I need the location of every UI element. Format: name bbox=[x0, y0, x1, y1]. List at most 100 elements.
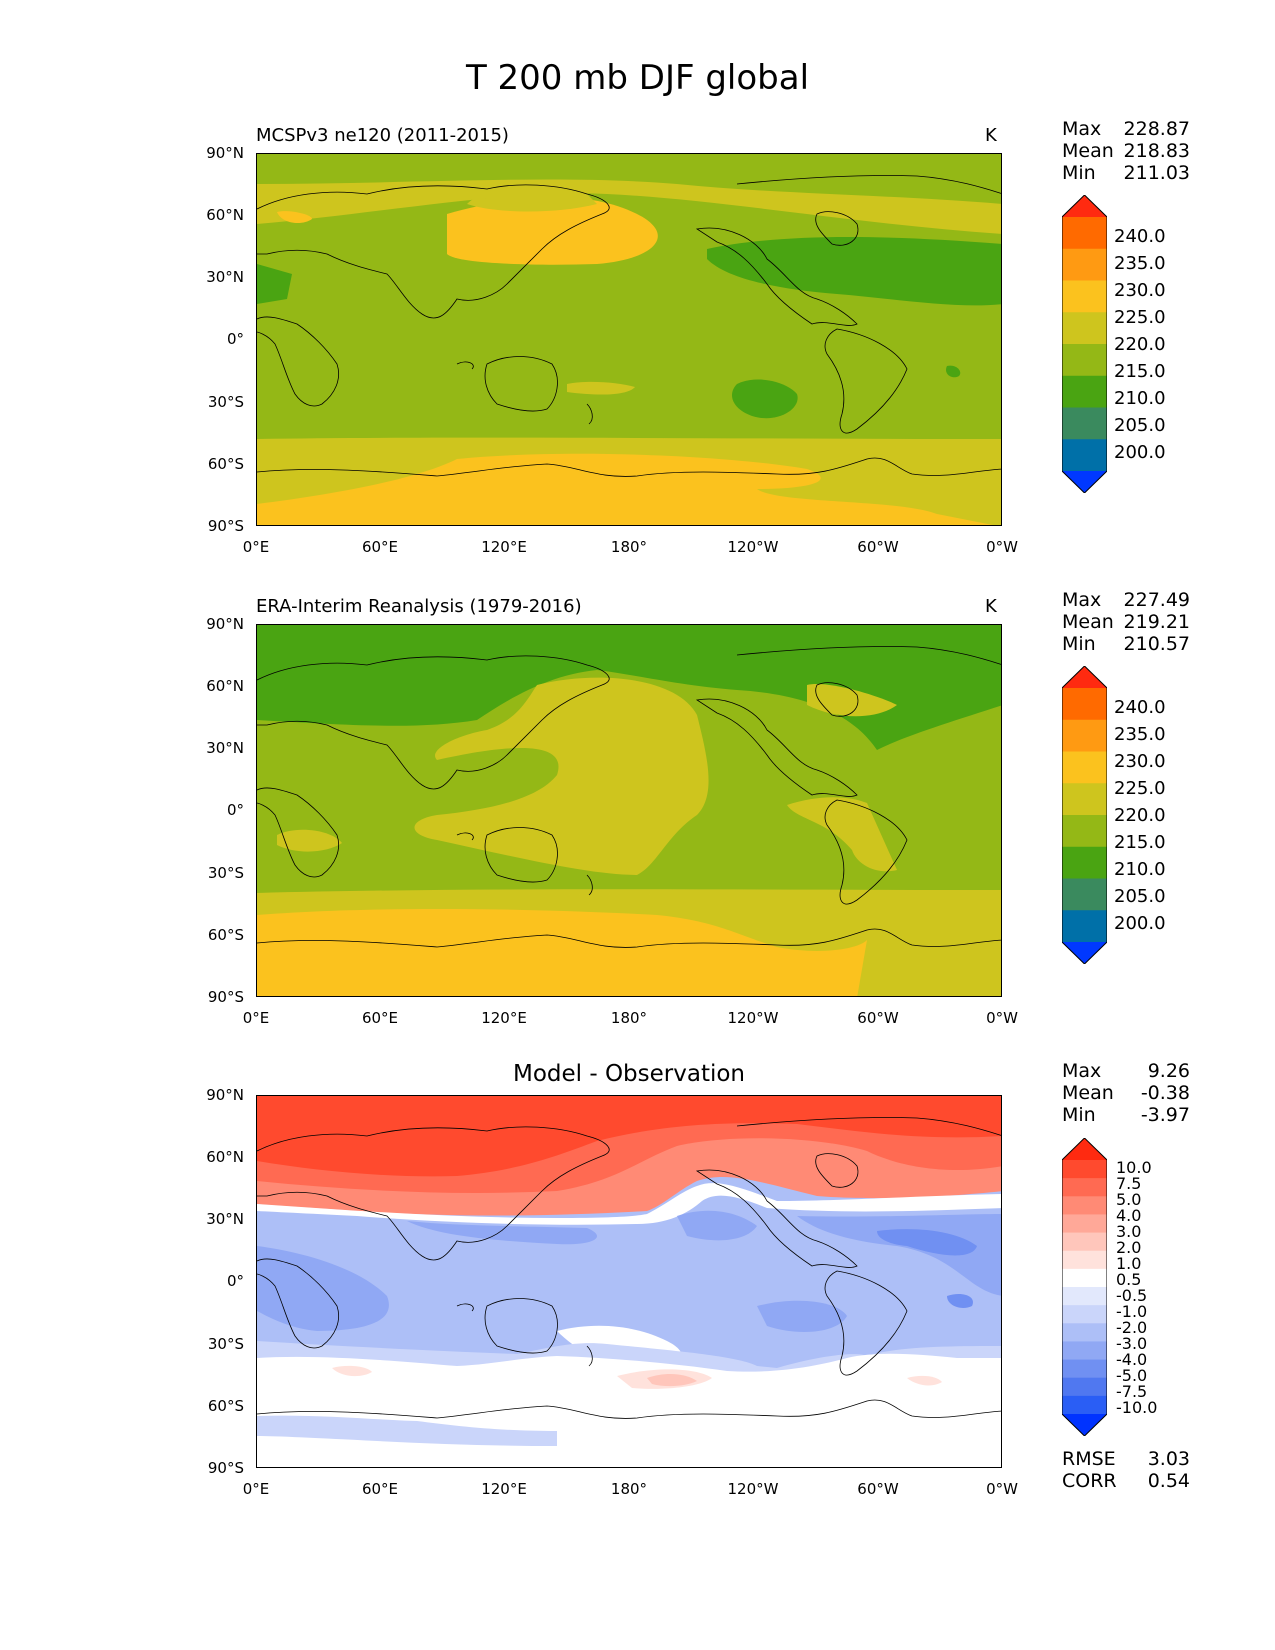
coastline-outlines bbox=[257, 1117, 1001, 1419]
colorbar-swatch bbox=[1062, 344, 1107, 377]
metric-label: RMSE bbox=[1062, 1448, 1116, 1470]
colorbar-label: 215.0 bbox=[1114, 832, 1166, 853]
colorbar-label: 1.0 bbox=[1116, 1254, 1142, 1273]
lon-tick-label: 0°E bbox=[242, 1009, 270, 1027]
lon-tick-label: 0°W bbox=[986, 1480, 1018, 1498]
lat-tick-label: 30°N bbox=[206, 739, 244, 757]
colorbar-swatch bbox=[1062, 688, 1107, 721]
stat-value: 228.87 bbox=[1123, 118, 1190, 140]
stat-value: 211.03 bbox=[1123, 162, 1190, 184]
panel1-colorbar: 240.0 235.0 230.0 225.0 220.0 215.0 210.… bbox=[1061, 194, 1166, 497]
lon-tick-label: 60°E bbox=[361, 1009, 399, 1027]
panel1-stats: Max 228.87 Mean 218.83 Min 211.03 bbox=[1062, 118, 1190, 184]
coastline-outlines bbox=[257, 646, 1001, 948]
colorbar-swatches bbox=[1061, 1137, 1108, 1437]
panel3-metrics: RMSE 3.03 CORR 0.54 bbox=[1062, 1448, 1190, 1492]
colorbar-label: 10.0 bbox=[1116, 1158, 1152, 1177]
panel2-units: K bbox=[985, 596, 997, 617]
colorbar-swatch bbox=[1062, 1160, 1107, 1179]
lon-tick-label: 0°W bbox=[986, 538, 1018, 556]
colorbar-swatch bbox=[1062, 217, 1107, 250]
lon-tick-label: 120°E bbox=[481, 538, 527, 556]
colorbar-label: 235.0 bbox=[1114, 724, 1166, 745]
lon-tick-label: 0°E bbox=[242, 538, 270, 556]
colorbar-label: 230.0 bbox=[1114, 280, 1166, 301]
stat-value: 9.26 bbox=[1147, 1060, 1190, 1082]
panel1-title: MCSPv3 ne120 (2011-2015) bbox=[256, 125, 509, 146]
colorbar-swatch bbox=[1062, 1232, 1107, 1252]
panel2-colorbar: 240.0 235.0 230.0 225.0 220.0 215.0 210.… bbox=[1061, 665, 1166, 968]
panel1-units: K bbox=[985, 125, 997, 146]
colorbar-swatch bbox=[1062, 878, 1107, 911]
stat-label: Max bbox=[1062, 1060, 1102, 1082]
lat-tick-label: 30°S bbox=[207, 864, 244, 882]
stat-label: Mean bbox=[1062, 1082, 1114, 1104]
lon-tick-label: 120°E bbox=[481, 1480, 527, 1498]
lat-tick-label: 60°N bbox=[206, 1148, 244, 1166]
colorbar-label: -1.0 bbox=[1116, 1302, 1148, 1321]
colorbar-label: 240.0 bbox=[1114, 226, 1166, 247]
lon-tick-label: 180° bbox=[610, 1480, 648, 1498]
stat-label: Max bbox=[1062, 118, 1102, 140]
lat-tick-label: 30°N bbox=[206, 1210, 244, 1228]
lon-tick-label: 120°E bbox=[481, 1009, 527, 1027]
colorbar-label: 220.0 bbox=[1114, 805, 1166, 826]
colorbar-label: 225.0 bbox=[1114, 778, 1166, 799]
lat-tick-label: 0° bbox=[226, 801, 244, 819]
lat-tick-label: 60°N bbox=[206, 206, 244, 224]
colorbar-swatch bbox=[1062, 1377, 1107, 1397]
panel2-title: ERA-Interim Reanalysis (1979-2016) bbox=[256, 596, 582, 617]
colorbar-label: 210.0 bbox=[1114, 388, 1166, 409]
lon-tick-label: 0°W bbox=[986, 1009, 1018, 1027]
stat-label: Max bbox=[1062, 589, 1102, 611]
lon-tick-label: 60°E bbox=[361, 1480, 399, 1498]
lon-tick-label: 180° bbox=[610, 1009, 648, 1027]
lat-tick-label: 60°S bbox=[207, 926, 244, 944]
colorbar-label: 3.0 bbox=[1116, 1222, 1142, 1241]
colorbar-swatch bbox=[1062, 1395, 1107, 1415]
colorbar-swatch bbox=[1062, 783, 1107, 816]
metric-value: 0.54 bbox=[1147, 1470, 1190, 1492]
stat-value: 210.57 bbox=[1123, 633, 1190, 655]
colorbar-swatch bbox=[1062, 407, 1107, 440]
colorbar-swatches bbox=[1061, 194, 1108, 494]
colorbar-swatch bbox=[1062, 846, 1107, 879]
panel2-stats: Max 227.49 Mean 219.21 Min 210.57 bbox=[1062, 589, 1190, 655]
lat-tick-label: 90°N bbox=[206, 1086, 244, 1104]
colorbar-label: 220.0 bbox=[1114, 334, 1166, 355]
colorbar-label: 2.0 bbox=[1116, 1238, 1142, 1257]
panel3-stats: Max 9.26 Mean -0.38 Min -3.97 bbox=[1062, 1060, 1190, 1126]
lat-tick-label: 90°S bbox=[207, 517, 244, 535]
lat-tick-label: 90°S bbox=[207, 988, 244, 1006]
colorbar-swatch bbox=[1062, 719, 1107, 752]
lat-tick-label: 30°S bbox=[207, 393, 244, 411]
colorbar-swatch bbox=[1062, 1196, 1107, 1215]
colorbar-swatch bbox=[1062, 1214, 1107, 1234]
colorbar-label: -10.0 bbox=[1116, 1398, 1158, 1417]
colorbar-swatch bbox=[1062, 1268, 1107, 1288]
colorbar-label: 215.0 bbox=[1114, 361, 1166, 382]
lat-tick-label: 90°S bbox=[207, 1459, 244, 1477]
lon-tick-label: 120°W bbox=[727, 538, 779, 556]
colorbar-swatch bbox=[1062, 280, 1107, 313]
colorbar-label: 225.0 bbox=[1114, 307, 1166, 328]
stat-value: -0.38 bbox=[1140, 1082, 1190, 1104]
colorbar-swatch bbox=[1062, 1305, 1107, 1324]
colorbar-swatch bbox=[1062, 312, 1107, 345]
panel3-map bbox=[256, 1095, 1002, 1468]
lon-tick-label: 60°W bbox=[857, 1480, 899, 1498]
colorbar-swatch bbox=[1062, 815, 1107, 848]
lat-tick-label: 30°N bbox=[206, 268, 244, 286]
colorbar-label: 210.0 bbox=[1114, 859, 1166, 880]
lat-tick-label: 90°N bbox=[206, 144, 244, 162]
lon-tick-label: 0°E bbox=[242, 1480, 270, 1498]
panel2-map bbox=[256, 624, 1002, 997]
colorbar-label: -0.5 bbox=[1116, 1286, 1148, 1305]
stat-label: Min bbox=[1062, 162, 1096, 184]
lat-tick-label: 60°N bbox=[206, 677, 244, 695]
colorbar-swatch bbox=[1062, 1359, 1107, 1379]
stat-value: 227.49 bbox=[1123, 589, 1190, 611]
colorbar-swatch bbox=[1062, 751, 1107, 784]
lat-tick-label: 0° bbox=[226, 330, 244, 348]
colorbar-label: 0.5 bbox=[1116, 1270, 1142, 1289]
